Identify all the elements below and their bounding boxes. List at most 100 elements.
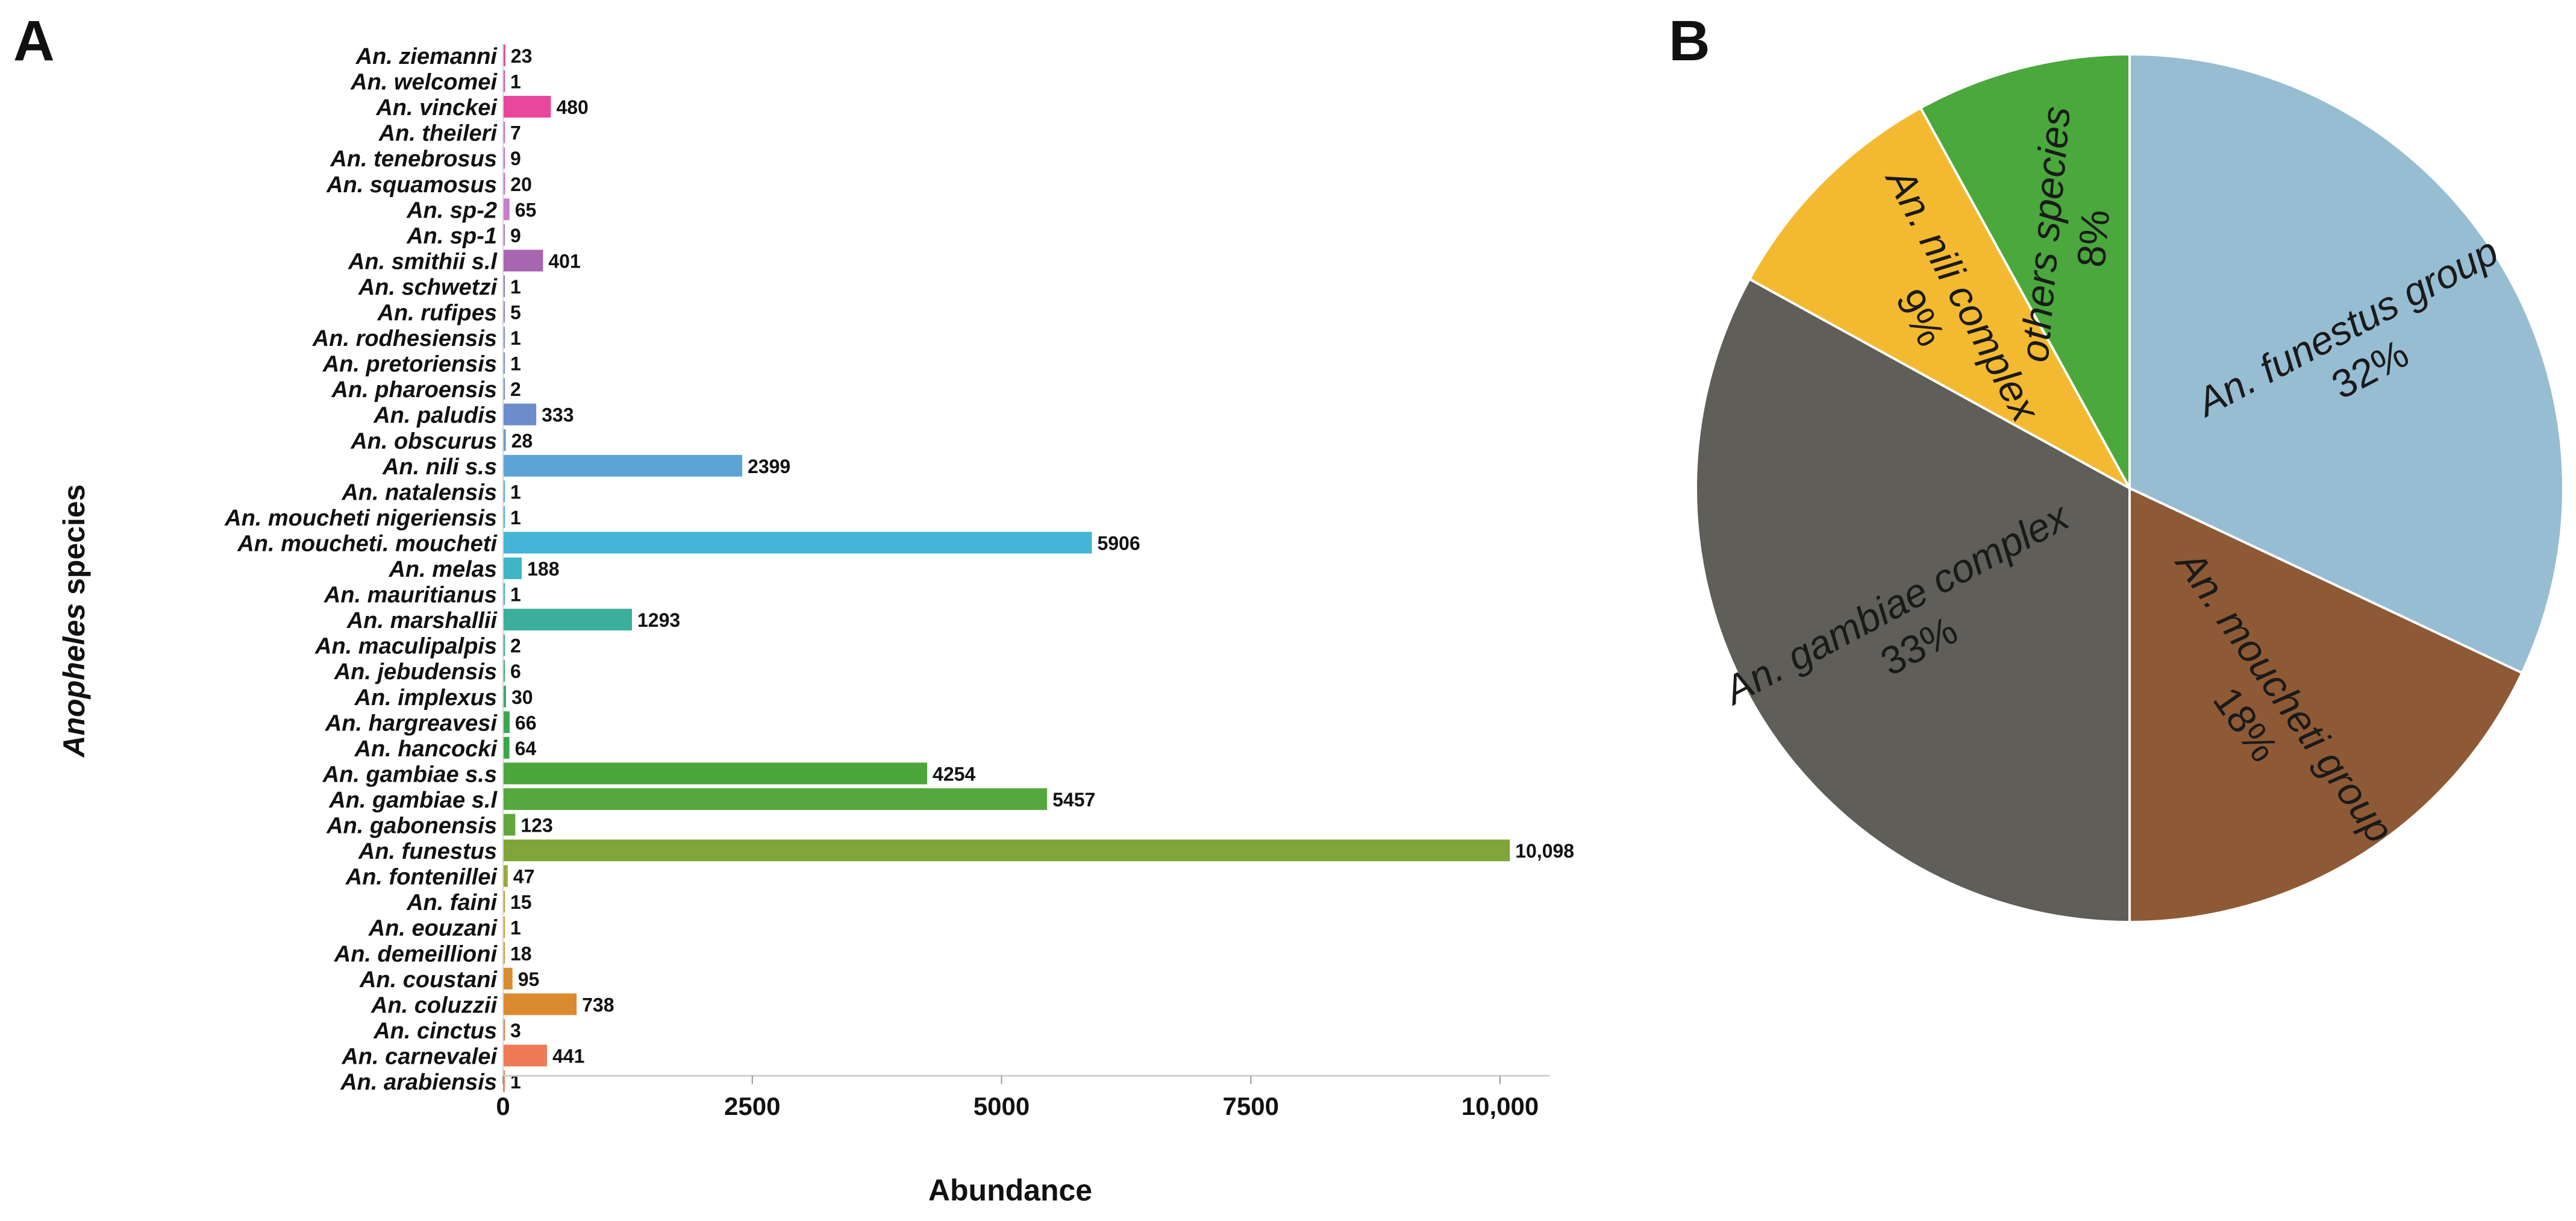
category-label: An. hargreavesi [325,711,498,736]
panel-b-label: B [1669,9,1710,73]
bar-an-funestus [503,840,1510,862]
category-label: An. smithii s.l [348,249,498,274]
value-label: 1 [510,1071,521,1093]
bar-an-demeillioni [503,942,505,964]
value-label: 28 [511,430,533,451]
value-label: 1 [510,327,521,349]
value-label: 1 [510,276,521,298]
category-label: An. fontenillei [345,865,498,890]
bar-an-eouzani [503,916,505,938]
bar-an-pharoensis [503,378,505,400]
category-label: An. paludis [373,403,497,428]
value-label: 15 [510,891,532,913]
category-label: An. rodhesiensis [312,326,497,351]
bar-an-pretoriensis [503,352,505,374]
bar-an-smithii-s-l [503,250,543,272]
bar-an-fontenillei [503,865,508,887]
category-label: An. jebudensis [334,659,497,685]
category-label: An. obscurus [350,428,497,454]
bar-an-coluzzii [503,993,577,1015]
value-label: 18 [510,943,532,964]
category-label: An. welcomei [350,70,498,95]
value-label: 333 [542,404,574,426]
category-label: An. theileri [378,121,498,146]
category-label: An. maculipalpis [314,634,497,659]
x-axis-title: Abundance [928,1173,1092,1207]
bar-an-nili-s-s [503,454,743,477]
bar-an-maculipalpis [503,634,505,656]
category-label: An. gabonensis [326,814,497,839]
value-label: 2 [510,635,521,657]
bar-an-marshallii [503,609,632,631]
category-label: An. faini [406,890,498,915]
value-label: 1 [510,481,521,503]
value-label: 738 [582,994,614,1015]
value-label: 441 [552,1045,584,1067]
bar-an-natalensis [503,480,505,503]
category-label: An. pretoriensis [322,352,497,377]
bar-an-rodhesiensis [503,327,505,349]
category-label: An. marshallii [346,608,498,633]
value-label: 1 [510,353,521,375]
bar-an-moucheti-nigeriensis [503,506,505,528]
category-label: An. rufipes [377,301,497,326]
category-label: An. vinckei [375,95,498,121]
category-label: An. coustani [359,967,498,993]
bar-an-obscurus [503,429,506,451]
category-label: An. demeillioni [334,941,498,967]
x-tick-label: 7500 [1223,1092,1279,1120]
bar-an-paludis [503,403,537,425]
bar-an-tenebrosus [503,147,505,169]
value-label: 2 [510,378,521,400]
value-label: 1 [510,584,521,606]
x-axis-ticks: 0 2500 5000 7500 10,000 [496,43,1550,1120]
category-label: An. gambiae s.s [322,762,497,787]
category-label: An. gambiae s.l [328,788,498,813]
bar-an-squamosus [503,172,505,195]
category-label: An. eouzani [368,916,498,941]
value-label: 66 [515,712,537,733]
pie-slice-others-species [1919,52,2131,489]
value-label: 1 [510,71,521,93]
pie-slice-an-nili-complex [1748,106,2133,492]
bar-an-hargreavesi [503,711,510,733]
value-label: 47 [513,866,535,888]
value-label: 64 [515,738,537,759]
category-label: An. moucheti. moucheti [237,531,498,556]
value-label: 401 [548,250,580,272]
bar-an-faini [503,891,505,913]
bar-an-coustani [503,967,513,990]
bar-an-melas [503,557,522,579]
category-label: An. sp-1 [406,224,497,249]
category-label: An. squamosus [326,172,497,198]
bar-an-gambiae-s-l [503,788,1048,810]
bar-an-mauritianus [503,583,505,605]
value-label: 5906 [1097,532,1140,554]
bar-an-gabonensis [503,814,516,836]
value-label: 1293 [637,609,680,631]
bar-an-sp-1 [503,224,505,246]
category-label: An. carnevalei [341,1044,498,1069]
pie-slice-an-moucheti-group [2128,486,2524,924]
panel-a-label: A [13,9,55,73]
bars [503,45,1510,1092]
bar-an-sp-2 [503,198,510,221]
pie-slice-an-funestus-group [2128,52,2565,675]
x-tick-label: 0 [496,1092,510,1120]
bar-an-arabiensis [503,1070,505,1092]
bar-an-vinckei [503,96,551,118]
category-label: An. tenebrosus [330,146,497,172]
pie-label-percent: 8% [2068,208,2118,269]
bar-an-implexus [503,685,506,708]
y-axis-title-genus: Anopheles [57,603,91,759]
category-label: An. mauritianus [324,583,497,608]
bar-an-cinctus [503,1019,505,1041]
y-axis-title-rest: species [57,485,91,603]
bar-an-theileri [503,121,505,143]
value-label: 30 [511,686,533,708]
value-label: 123 [521,815,552,836]
category-label: An. sp-2 [406,198,497,223]
value-label: 188 [527,558,559,580]
category-label: An. hancocki [354,736,498,762]
